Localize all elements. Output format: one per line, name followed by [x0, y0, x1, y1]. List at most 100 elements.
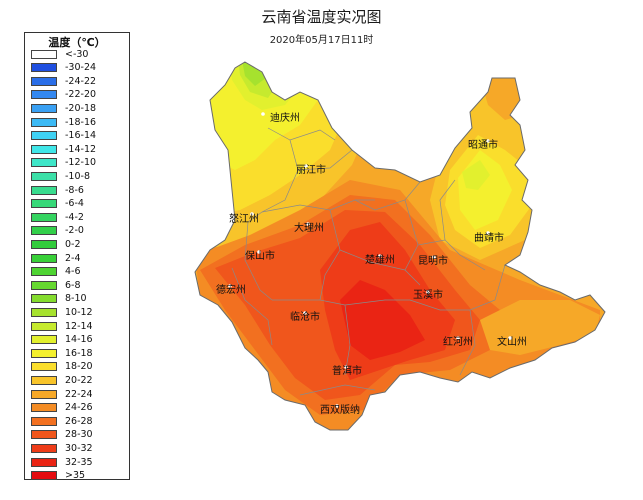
legend-item: 0-2	[31, 238, 81, 250]
legend-swatch	[31, 375, 57, 385]
legend-item: -30-24	[31, 62, 96, 74]
city-label: 迪庆州	[270, 111, 300, 124]
city-label: 曲靖市	[474, 231, 504, 244]
legend-label: 22-24	[65, 388, 93, 400]
map-timestamp: 2020年05月17日11时	[269, 35, 374, 46]
city-label: 玉溪市	[413, 288, 443, 301]
legend-label: 18-20	[65, 361, 93, 373]
legend-item: 6-8	[31, 279, 81, 291]
city-marker	[306, 222, 310, 226]
legend-label: 30-32	[65, 442, 93, 454]
legend-title: 温度（℃）	[48, 36, 106, 49]
legend-label: 12-14	[65, 320, 93, 332]
legend-swatch	[31, 335, 57, 345]
temperature-band-12-14-ne	[462, 160, 490, 190]
city-marker	[378, 254, 382, 258]
city-label: 西双版纳	[320, 403, 360, 416]
legend-swatch	[31, 239, 57, 249]
city-label: 保山市	[245, 249, 275, 262]
temperature-band-22-24-se	[480, 300, 600, 355]
city-marker	[456, 336, 460, 340]
legend-swatch	[31, 307, 57, 317]
legend-swatch	[31, 103, 57, 113]
city-label: 德宏州	[216, 283, 246, 296]
city-marker	[344, 365, 348, 369]
legend-label: -18-16	[65, 116, 97, 128]
city-marker	[304, 164, 308, 168]
city-label: 丽江市	[296, 163, 326, 176]
legend-label: -6-4	[65, 198, 84, 210]
legend-item: 18-20	[31, 361, 93, 373]
city-label: 红河州	[443, 335, 473, 348]
legend-item: -18-16	[31, 116, 96, 128]
legend-swatch	[31, 389, 57, 399]
legend-label: -10-8	[65, 170, 90, 182]
temperature-band-32-35	[340, 280, 425, 360]
legend-item: 26-28	[31, 415, 93, 427]
city-marker	[486, 139, 490, 143]
city-marker	[257, 250, 261, 254]
legend-swatch	[31, 321, 57, 331]
legend-label: 20-22	[65, 374, 93, 386]
legend-item: 20-22	[31, 374, 93, 386]
legend-item: -20-18	[31, 102, 96, 114]
legend-label: 0-2	[65, 238, 81, 250]
legend-label: >35	[65, 470, 86, 482]
legend-label: -22-20	[65, 89, 97, 101]
legend-swatch	[31, 348, 57, 358]
legend-item: 4-6	[31, 266, 81, 278]
city-label: 大理州	[294, 221, 324, 234]
legend-swatch	[31, 280, 57, 290]
legend-item: <-30	[31, 48, 88, 60]
legend-swatch	[31, 253, 57, 263]
legend-label: <-30	[65, 48, 89, 60]
legend-swatch	[31, 226, 57, 236]
legend-swatch	[31, 212, 57, 222]
city-label: 临沧市	[290, 310, 320, 323]
legend-label: 24-26	[65, 402, 93, 414]
legend-swatch	[31, 76, 57, 86]
legend-label: 6-8	[65, 279, 81, 291]
legend-swatch	[31, 430, 57, 440]
legend-swatch	[31, 90, 57, 100]
temperature-band-22-24-nte	[480, 78, 522, 120]
legend-label: -16-14	[65, 130, 97, 142]
legend-swatch	[31, 294, 57, 304]
legend-item: 14-16	[31, 334, 93, 346]
prefecture-boundaries	[231, 127, 506, 396]
legend-item: 28-30	[31, 429, 93, 441]
legend-swatch	[31, 471, 57, 481]
legend-swatch	[31, 171, 57, 181]
legend-label: -4-2	[65, 211, 84, 223]
temperature-legend: 温度（℃） <-30 -30-24 -24-22 -22-20 -20-18 -18-16…	[24, 32, 130, 482]
city-marker	[228, 284, 232, 288]
legend-swatch	[31, 117, 57, 127]
legend-label: -14-12	[65, 143, 97, 155]
legend-label: -12-10	[65, 157, 97, 169]
legend-item: 8-10	[31, 293, 87, 305]
legend-item: -22-20	[31, 89, 96, 101]
city-label: 文山州	[497, 335, 527, 348]
city-marker	[250, 212, 254, 216]
legend-item: -10-8	[31, 170, 90, 182]
city-marker	[261, 112, 265, 116]
city-marker	[508, 336, 512, 340]
legend-item: -14-12	[31, 143, 96, 155]
legend-item: 24-26	[31, 402, 93, 414]
legend-item: 32-35	[31, 456, 93, 468]
city-label: 普洱市	[332, 364, 362, 377]
legend-item: -16-14	[31, 130, 96, 142]
map-title: 云南省温度实况图	[261, 8, 382, 26]
legend-swatch	[31, 131, 57, 141]
legend-item: 22-24	[31, 388, 93, 400]
legend-label: -20-18	[65, 102, 97, 114]
legend-swatch	[31, 267, 57, 277]
legend-swatch	[31, 362, 57, 372]
legend-label: 26-28	[65, 415, 93, 427]
legend-item: -12-10	[31, 157, 96, 169]
legend-label: 16-18	[65, 347, 93, 359]
legend-label: 2-4	[65, 252, 81, 264]
city-label: 昆明市	[418, 254, 448, 267]
legend-label: 28-30	[65, 429, 93, 441]
legend-item: -2-0	[31, 225, 84, 237]
